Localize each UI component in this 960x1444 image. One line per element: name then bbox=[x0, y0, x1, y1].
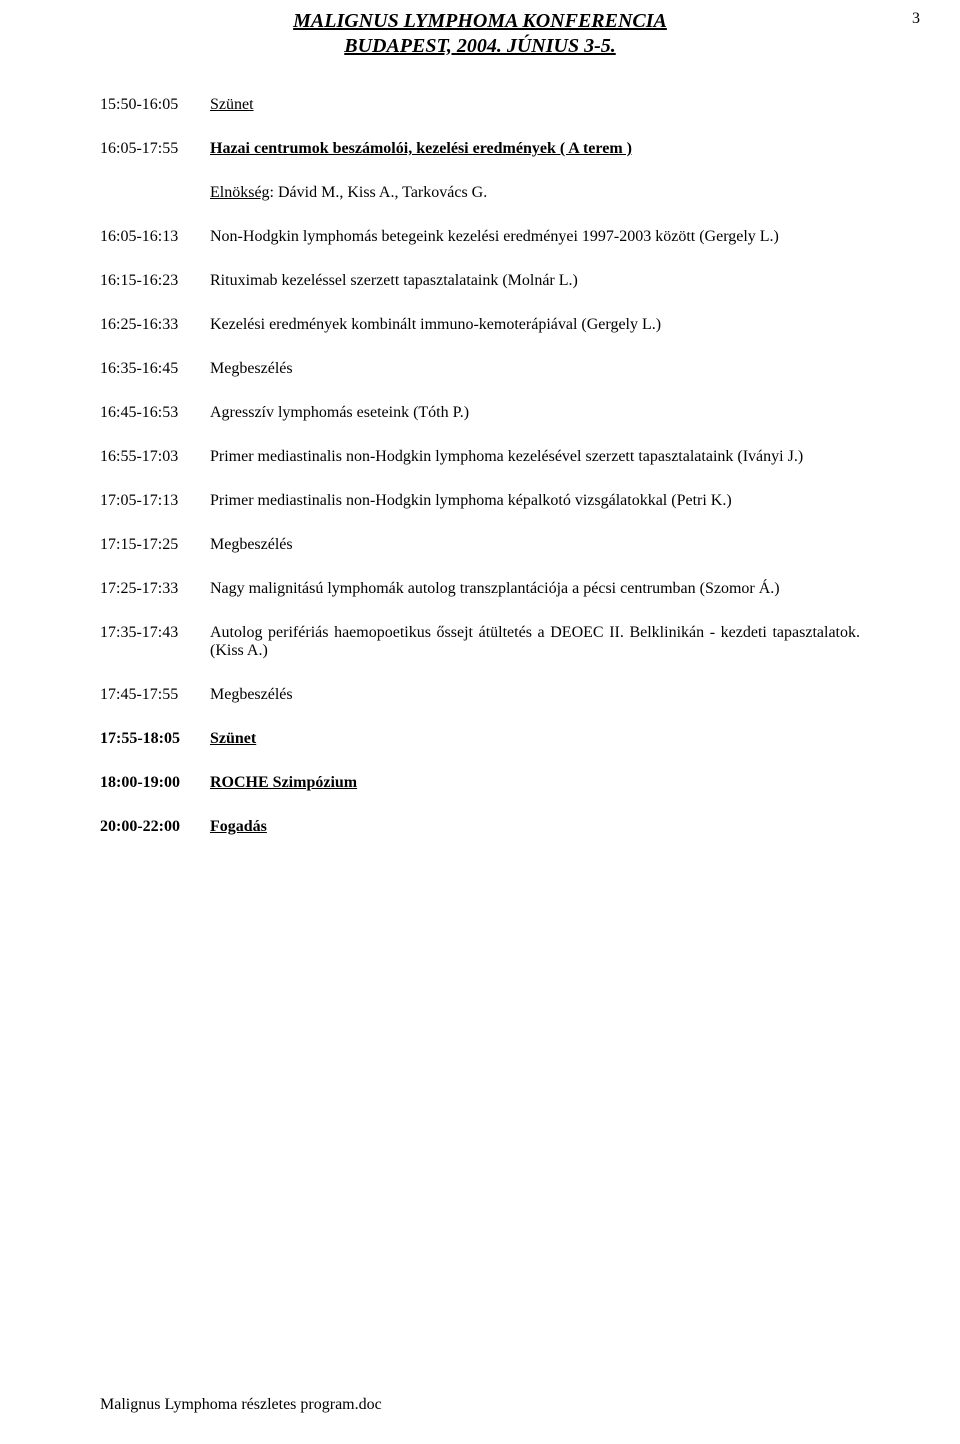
session-label: Fogadás bbox=[210, 818, 860, 836]
session-time: 18:00-19:00 bbox=[100, 774, 210, 792]
entry-time: 16:05-16:13 bbox=[100, 228, 210, 246]
session-label: ROCHE Szimpózium bbox=[210, 774, 860, 792]
entry-text: Kezelési eredmények kombinált immuno-kem… bbox=[210, 316, 860, 334]
entry-text: Non-Hodgkin lymphomás betegeink kezelési… bbox=[210, 228, 860, 246]
entry-text: Nagy malignitású lymphomák autolog trans… bbox=[210, 580, 860, 598]
session-time: 15:50-16:05 bbox=[100, 96, 210, 114]
schedule-entry: 17:15-17:25 Megbeszélés bbox=[100, 536, 860, 554]
schedule-entry: 16:25-16:33 Kezelési eredmények kombinál… bbox=[100, 316, 860, 334]
entry-text: Rituximab kezeléssel szerzett tapasztala… bbox=[210, 272, 860, 290]
entry-time: 17:25-17:33 bbox=[100, 580, 210, 598]
entry-text: Agresszív lymphomás eseteink (Tóth P.) bbox=[210, 404, 860, 422]
session-time: 17:55-18:05 bbox=[100, 730, 210, 748]
session-time: 20:00-22:00 bbox=[100, 818, 210, 836]
schedule-entries: 16:05-16:13 Non-Hodgkin lymphomás betege… bbox=[100, 228, 860, 704]
reception-session: 20:00-22:00 Fogadás bbox=[100, 818, 860, 836]
schedule-entry: 16:35-16:45 Megbeszélés bbox=[100, 360, 860, 378]
entry-text: Megbeszélés bbox=[210, 536, 860, 554]
schedule-entry: 17:35-17:43 Autolog perifériás haemopoet… bbox=[100, 624, 860, 660]
conference-title: MALIGNUS LYMPHOMA KONFERENCIA bbox=[100, 10, 860, 33]
entry-time: 17:15-17:25 bbox=[100, 536, 210, 554]
entry-text: Megbeszélés bbox=[210, 360, 860, 378]
schedule-entry: 17:45-17:55 Megbeszélés bbox=[100, 686, 860, 704]
entry-time: 16:55-17:03 bbox=[100, 448, 210, 466]
document-header: MALIGNUS LYMPHOMA KONFERENCIA BUDAPEST, … bbox=[100, 10, 860, 58]
schedule-entry: 16:45-16:53 Agresszív lymphomás eseteink… bbox=[100, 404, 860, 422]
entry-time: 16:25-16:33 bbox=[100, 316, 210, 334]
schedule-entry: 17:25-17:33 Nagy malignitású lymphomák a… bbox=[100, 580, 860, 598]
main-session: 16:05-17:55 Hazai centrumok beszámolói, … bbox=[100, 140, 860, 158]
session-label: Szünet bbox=[210, 730, 860, 748]
entry-time: 16:35-16:45 bbox=[100, 360, 210, 378]
symposium-session: 18:00-19:00 ROCHE Szimpózium bbox=[100, 774, 860, 792]
schedule-entry: 16:55-17:03 Primer mediastinalis non-Hod… bbox=[100, 448, 860, 466]
entry-time: 17:45-17:55 bbox=[100, 686, 210, 704]
entry-time: 16:15-16:23 bbox=[100, 272, 210, 290]
entry-time: 16:45-16:53 bbox=[100, 404, 210, 422]
entry-time: 17:35-17:43 bbox=[100, 624, 210, 660]
entry-text: Primer mediastinalis non-Hodgkin lymphom… bbox=[210, 448, 860, 466]
break-session-2: 17:55-18:05 Szünet bbox=[100, 730, 860, 748]
chair-row: Elnökség: Dávid M., Kiss A., Tarkovács G… bbox=[100, 184, 860, 202]
entry-text: Autolog perifériás haemopoetikus őssejt … bbox=[210, 624, 860, 660]
document-footer: Malignus Lymphoma részletes program.doc bbox=[100, 1396, 382, 1414]
break-session-1: 15:50-16:05 Szünet bbox=[100, 96, 860, 114]
session-time: 16:05-17:55 bbox=[100, 140, 210, 158]
chair-label: Elnökség bbox=[210, 184, 270, 201]
page-number: 3 bbox=[912, 10, 920, 28]
conference-subtitle: BUDAPEST, 2004. JÚNIUS 3-5. bbox=[100, 35, 860, 58]
session-title: Hazai centrumok beszámolói, kezelési ere… bbox=[210, 140, 860, 158]
entry-text: Megbeszélés bbox=[210, 686, 860, 704]
session-label: Szünet bbox=[210, 96, 860, 114]
schedule-entry: 16:05-16:13 Non-Hodgkin lymphomás betege… bbox=[100, 228, 860, 246]
entry-text: Primer mediastinalis non-Hodgkin lymphom… bbox=[210, 492, 860, 510]
schedule-entry: 17:05-17:13 Primer mediastinalis non-Hod… bbox=[100, 492, 860, 510]
schedule-entry: 16:15-16:23 Rituximab kezeléssel szerzet… bbox=[100, 272, 860, 290]
chair-names: : Dávid M., Kiss A., Tarkovács G. bbox=[270, 184, 488, 201]
entry-time: 17:05-17:13 bbox=[100, 492, 210, 510]
